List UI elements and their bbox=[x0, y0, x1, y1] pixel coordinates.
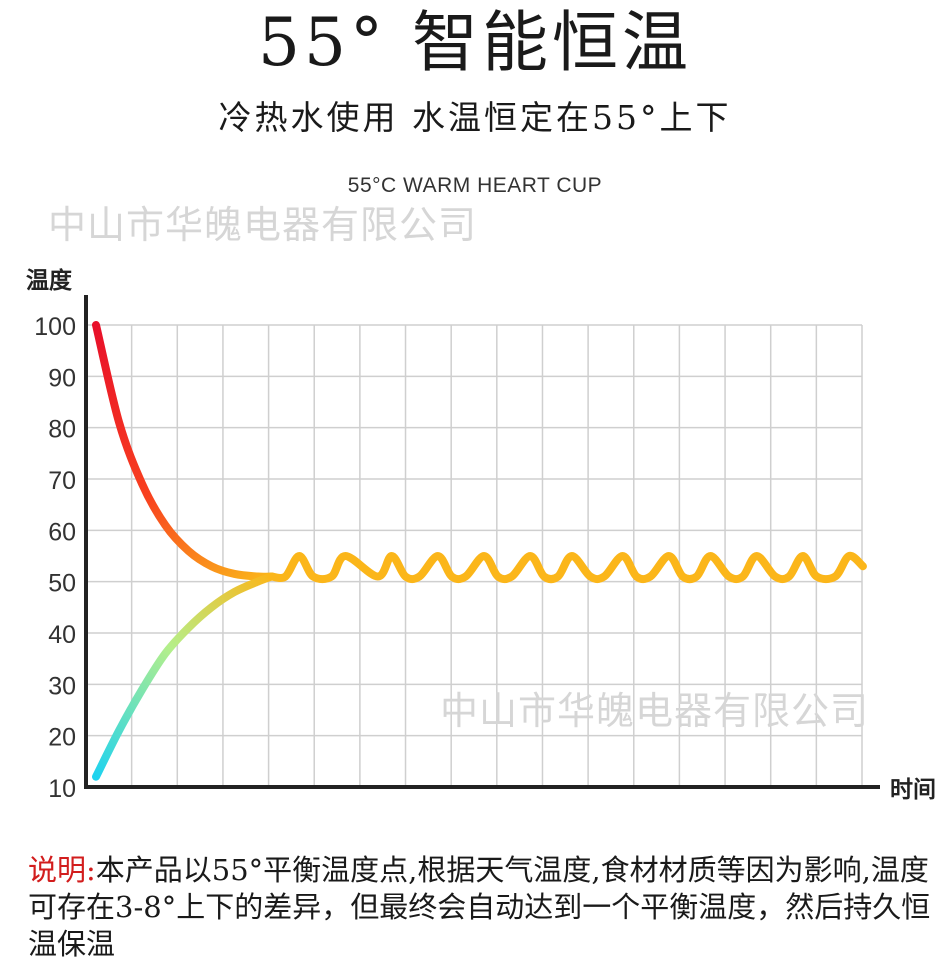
series-line-1 bbox=[92, 572, 276, 781]
y-tick-label: 70 bbox=[48, 467, 76, 495]
english-caption: 55°C WARM HEART CUP bbox=[347, 174, 603, 197]
y-tick-label: 20 bbox=[48, 724, 76, 752]
x-axis-label: 时间 bbox=[890, 777, 936, 803]
y-tick-label: 90 bbox=[48, 364, 76, 392]
y-tick-label: 100 bbox=[34, 313, 76, 341]
series-line-0 bbox=[92, 321, 276, 581]
y-tick-label: 50 bbox=[48, 570, 76, 598]
y-tick-label: 10 bbox=[48, 775, 76, 803]
page-title: 55° 智能恒温 bbox=[258, 4, 692, 81]
note-text: 本产品以55°平衡温度点,根据天气温度,食材材质等因为影响,温度可存在3-8°上… bbox=[28, 853, 931, 961]
y-tick-label: 40 bbox=[48, 621, 76, 649]
y-tick-label: 30 bbox=[48, 672, 76, 700]
note-lead: 说明: bbox=[28, 853, 96, 887]
y-axis-label: 温度 bbox=[26, 267, 73, 294]
y-tick-label: 60 bbox=[48, 518, 76, 546]
note-paragraph: 说明:本产品以55°平衡温度点,根据天气温度,食材材质等因为影响,温度可存在3-… bbox=[28, 852, 933, 963]
y-tick-label: 80 bbox=[48, 416, 76, 444]
watermark: 中山市华魄电器有限公司 bbox=[440, 689, 870, 733]
watermark: 中山市华魄电器有限公司 bbox=[48, 203, 478, 247]
page-subtitle: 冷热水使用 水温恒定在55°上下 bbox=[218, 98, 732, 137]
series-line-2 bbox=[267, 551, 867, 584]
